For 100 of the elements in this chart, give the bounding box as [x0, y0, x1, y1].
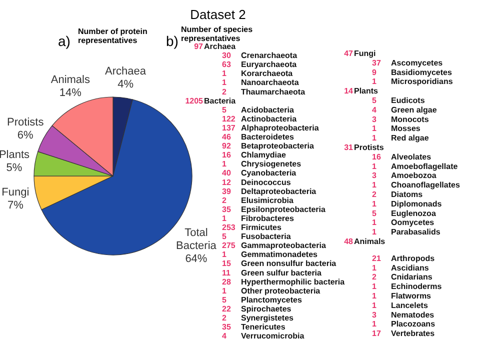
category-label: Synergistetes: [241, 314, 294, 322]
data-label: 37: [372, 58, 382, 68]
text: b): [166, 33, 178, 49]
category-label: Nematodes: [391, 310, 435, 320]
data-label: 7%: [7, 199, 24, 212]
category-label: Fibrobacteres: [241, 214, 294, 223]
slice-label: Protists: [7, 116, 44, 128]
category-label: Spirochaetes: [241, 304, 292, 314]
data-label: 1: [372, 228, 377, 237]
data-label: 1: [372, 263, 377, 272]
data-label: 2: [222, 87, 227, 96]
slice-label: Fungi: [2, 186, 30, 198]
category-label: Gammaproteobacteria: [241, 241, 326, 250]
data-label: 1: [372, 292, 377, 301]
category-label: Euglenozoa: [391, 208, 436, 218]
category-label: Firmicutes: [241, 223, 282, 232]
data-label: 1: [372, 199, 377, 208]
category-label: Eudicots: [391, 96, 426, 105]
category-label: Mosses: [391, 124, 421, 134]
category-label: Other proteobacteria: [241, 286, 321, 296]
data-label: 12: [222, 178, 232, 187]
category-label: Tenericutes: [241, 322, 286, 332]
data-label: 2: [372, 272, 377, 282]
category-label: Betaproteobacteria: [241, 142, 314, 151]
data-label: 5: [222, 105, 227, 114]
slice-label: Archaea: [105, 65, 147, 78]
data-label: 4: [222, 332, 227, 341]
data-label: 14%: [59, 87, 82, 100]
text: Plants: [354, 86, 379, 96]
chart-subtitle: Number of protein representatives: [78, 27, 148, 45]
category-label: Monocots: [391, 114, 430, 124]
text: Fungi: [354, 49, 376, 58]
data-label: 5: [222, 295, 227, 304]
category-label: Oomycetes: [391, 218, 435, 228]
text: Bacteria: [204, 96, 236, 106]
category-label: Epsilonproteobacteria: [241, 204, 326, 214]
category-label: Basidiomycetes: [391, 68, 452, 77]
category-label: Diatoms: [391, 190, 424, 199]
data-label: 3: [372, 114, 377, 124]
category-label: Cnidarians: [391, 272, 433, 282]
category-label: Choanoflagellates: [391, 180, 460, 190]
category-label: Microsporidians: [391, 77, 454, 86]
data-label: 3: [372, 310, 377, 320]
text: 47: [344, 49, 353, 58]
category-label: Thaumarchaeota: [241, 87, 306, 96]
data-label: 253: [222, 223, 236, 232]
category-label: Red algae: [391, 134, 430, 143]
category-label: Crenarchaeota: [241, 51, 298, 60]
data-label: 35: [222, 204, 232, 214]
category-label: Ascomycetes: [391, 58, 444, 68]
data-label: 22: [222, 304, 232, 314]
category-label: Fusobacteria: [241, 232, 292, 242]
data-label: 1: [372, 218, 377, 228]
category-label: Elusimicrobia: [241, 196, 294, 205]
category-label: Planctomycetes: [241, 295, 302, 304]
data-label: 5: [372, 208, 377, 218]
data-label: 1: [372, 162, 377, 171]
data-label: 46: [222, 132, 232, 142]
category-label: Korarchaeota: [241, 69, 294, 78]
data-label: 5: [372, 96, 377, 105]
data-label: 1: [222, 78, 227, 88]
data-label: 16: [372, 152, 382, 162]
category-label: Alveolates: [391, 152, 432, 162]
data-label: 92: [222, 142, 232, 151]
data-label: 3: [372, 171, 377, 180]
data-label: 2: [222, 196, 227, 205]
slice-label: Plants: [0, 148, 30, 161]
category-label: Arthropods: [391, 254, 436, 263]
category-label: Deltaproteobacteria: [241, 186, 317, 196]
category-label: Euryarchaeota: [241, 60, 298, 70]
category-label: Deinococcus: [241, 178, 292, 187]
data-label: 63: [222, 60, 232, 70]
data-label: 1: [372, 300, 377, 310]
data-label: 17: [372, 329, 382, 338]
category-label: Green sulfur bacteria: [241, 268, 322, 278]
data-label: 1: [222, 214, 227, 223]
category-label: Amoebozoa: [391, 171, 437, 180]
data-label: 1: [222, 160, 227, 169]
category-label: Chrysiogenetes: [241, 160, 302, 169]
category-label: Hyperthermophilic bacteria: [241, 277, 346, 286]
data-label: 11: [222, 268, 232, 278]
category-label: Ascidians: [391, 263, 430, 272]
text: 1205: [185, 96, 203, 106]
chart-title: Dataset 2: [190, 7, 246, 22]
data-label: 21: [372, 254, 382, 263]
category-label: Green nonsulfur bacteria: [241, 259, 337, 268]
text: Number of species representatives: [181, 25, 254, 43]
text: 14: [344, 86, 353, 96]
data-label: 5: [222, 232, 227, 242]
data-label: 1: [372, 134, 377, 143]
category-label: Parabasalids: [391, 228, 441, 237]
data-label: 1: [222, 69, 227, 78]
category-label: Cyanobacteria: [241, 168, 297, 178]
data-label: 9: [372, 68, 377, 77]
text: Animals: [354, 237, 386, 246]
data-label: 2: [222, 314, 227, 322]
data-label: 1: [372, 124, 377, 134]
text: a): [58, 33, 70, 49]
category-label: Echinoderms: [391, 282, 442, 292]
category-label: Verrucomicrobia: [241, 332, 305, 341]
